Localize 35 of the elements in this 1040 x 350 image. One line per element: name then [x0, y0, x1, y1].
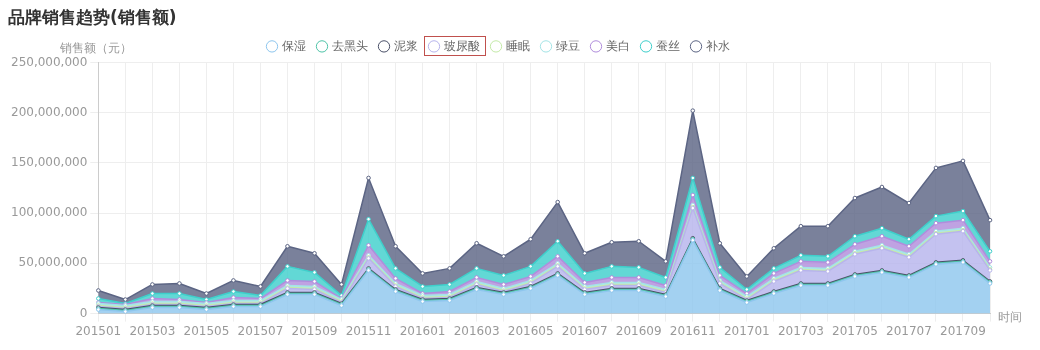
x-tick-label: 201601	[399, 323, 446, 338]
x-axis-title: 时间	[998, 309, 1022, 324]
chart-title: 品牌销售趋势(销售额)	[8, 6, 177, 27]
x-tick-label: 201609	[615, 323, 662, 338]
x-tick-label: 201709	[940, 323, 986, 338]
legend-label: 补水	[706, 38, 730, 53]
y-tick-label: 150,000,000	[11, 155, 88, 170]
x-tick-label: 201507	[237, 323, 284, 338]
legend-label: 去黑头	[332, 38, 368, 53]
y-tick-label: 250,000,000	[11, 54, 88, 69]
x-tick-label: 201503	[129, 323, 176, 338]
legend-label: 泥浆	[394, 38, 418, 53]
x-tick-label: 201603	[453, 323, 500, 338]
y-tick-label: 200,000,000	[11, 104, 88, 119]
x-tick-label: 201607	[561, 323, 608, 338]
x-tick-label: 201505	[183, 323, 230, 338]
x-tick-label: 201509	[291, 323, 338, 338]
x-tick-label: 201605	[507, 323, 554, 338]
legend-label: 绿豆	[556, 38, 580, 53]
x-tick-label: 201701	[723, 323, 770, 338]
y-tick-label: 50,000,000	[18, 255, 88, 270]
x-tick-label: 201705	[831, 323, 878, 338]
x-tick-label: 201611	[669, 323, 716, 338]
legend-label: 蚕丝	[656, 38, 680, 53]
y-tick-label: 0	[79, 305, 88, 320]
legend-label: 美白	[606, 38, 630, 53]
x-tick-label: 201703	[777, 323, 824, 338]
y-axis-title: 销售额（元）	[59, 40, 133, 55]
legend-label: 睡眠	[506, 38, 530, 53]
y-tick-label: 100,000,000	[11, 205, 88, 220]
legend-label: 玻尿酸	[444, 38, 480, 53]
x-tick-label: 201511	[345, 323, 392, 338]
x-tick-label: 201501	[75, 323, 122, 338]
legend-label: 保湿	[282, 38, 306, 53]
x-tick-label: 201707	[886, 323, 932, 338]
